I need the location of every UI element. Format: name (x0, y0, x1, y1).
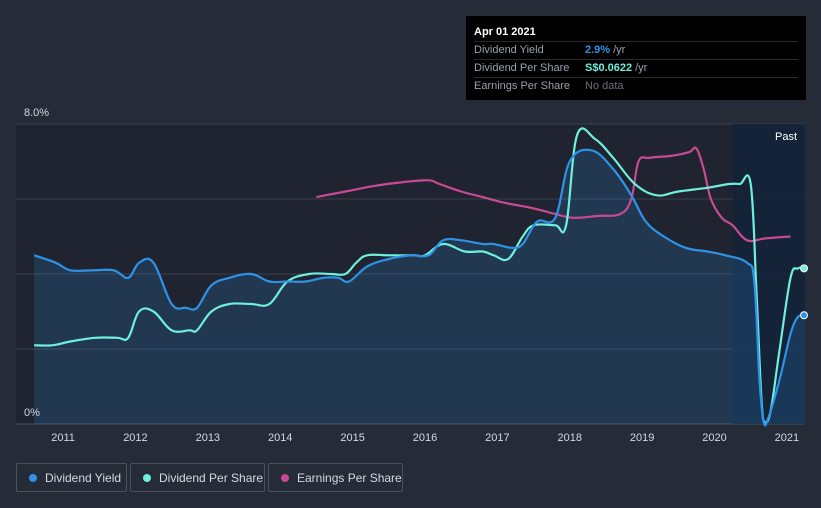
tooltip-row-earnings-per-share: Earnings Per Share No data (474, 77, 798, 95)
legend-item-earnings-per-share[interactable]: Earnings Per Share (268, 463, 403, 492)
x-tick-label: 2013 (196, 432, 220, 444)
x-tick-label: 2019 (630, 432, 654, 444)
x-tick-label: 2012 (123, 432, 147, 444)
x-axis-ticks: 2011 2012 2013 2014 2015 2016 2017 2018 2019 2020… (51, 432, 799, 444)
tooltip-unit: /yr (635, 62, 648, 74)
series-end-marker-dividend-per-share (800, 264, 808, 273)
tooltip-label: Dividend Per Share (474, 62, 570, 74)
grid-lines (16, 123, 805, 425)
tooltip-row-dividend-yield: Dividend Yield 2.9% /yr (474, 41, 798, 59)
legend-dot-icon (143, 473, 151, 482)
tooltip-value: 2.9% (585, 44, 611, 56)
tooltip-row-dividend-per-share: Dividend Per Share S$0.0622 /yr (474, 59, 798, 77)
past-label: Past (775, 131, 797, 143)
series-line-earnings-per-share (316, 146, 791, 243)
past-period-band (732, 124, 805, 424)
legend-dot-icon (29, 473, 37, 482)
tooltip-label: Dividend Yield (474, 44, 544, 56)
legend-label: Dividend Yield (45, 470, 122, 485)
tooltip-date: Apr 01 2021 (474, 26, 536, 38)
x-tick-label: 2014 (268, 432, 292, 444)
series-line-dividend-per-share (34, 127, 806, 424)
x-tick-label: 2016 (413, 432, 437, 444)
legend-dot-icon (281, 473, 289, 482)
series-line-dividend-yield (33, 148, 806, 427)
x-tick-label: 2018 (558, 432, 582, 444)
legend-item-dividend-yield[interactable]: Dividend Yield (16, 463, 127, 492)
tooltip-unit: /yr (613, 44, 626, 56)
tooltip-label: Earnings Per Share (474, 80, 570, 92)
x-tick-label: 2015 (340, 432, 364, 444)
x-tick-label: 2020 (702, 432, 726, 444)
x-tick-label: 2017 (485, 432, 509, 444)
series-end-marker-dividend-yield (800, 311, 808, 320)
y-axis-min-label: 0% (24, 407, 40, 419)
series-layer (33, 127, 808, 427)
legend-label: Earnings Per Share (297, 470, 402, 485)
legend-item-dividend-per-share[interactable]: Dividend Per Share (130, 463, 265, 492)
series-area-dividend-yield (34, 149, 806, 426)
data-tooltip: Apr 01 2021 Dividend Yield 2.9% /yr Divi… (466, 16, 806, 100)
x-tick-label: 2011 (51, 432, 75, 444)
tooltip-value: No data (585, 80, 624, 92)
legend-label: Dividend Per Share (159, 470, 264, 485)
y-axis-max-label: 8.0% (24, 107, 49, 119)
x-tick-label: 2021 (775, 432, 799, 444)
tooltip-value: S$0.0622 (585, 62, 633, 74)
